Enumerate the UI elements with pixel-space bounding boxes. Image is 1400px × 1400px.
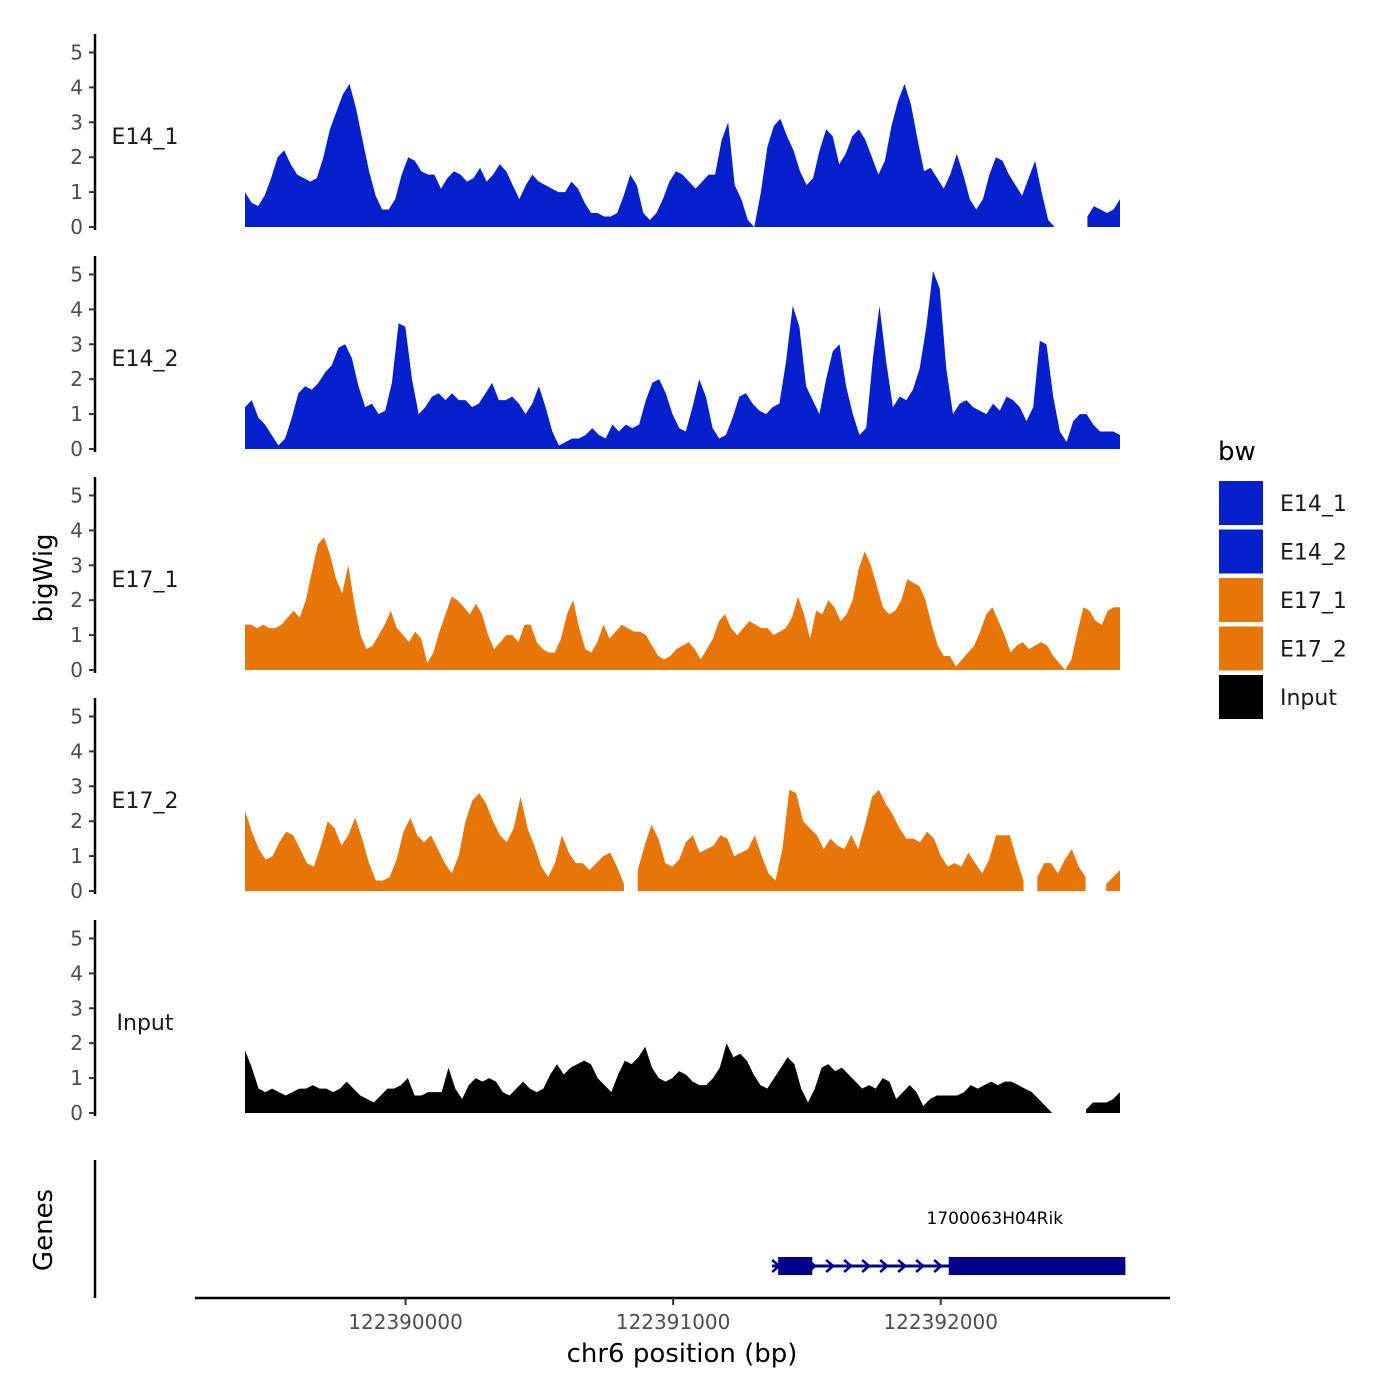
signal-area — [1086, 1092, 1120, 1113]
signal-area — [1037, 849, 1086, 891]
gene-exon — [778, 1257, 813, 1275]
strand-arrow — [843, 1259, 854, 1273]
x-tick-label: 122390000 — [348, 1310, 463, 1334]
legend-label: E14_1 — [1280, 492, 1347, 517]
y-tick-label: 2 — [70, 1031, 83, 1055]
strand-arrow — [861, 1259, 872, 1273]
legend-label: E17_1 — [1280, 589, 1347, 614]
y-tick-label: 0 — [70, 658, 83, 682]
gene-exon — [948, 1257, 1126, 1275]
signal-area — [637, 789, 1024, 891]
y-tick-label: 5 — [70, 704, 83, 728]
y-tick-label: 3 — [70, 996, 83, 1020]
legend-swatch — [1219, 481, 1263, 525]
track-label: E14_2 — [112, 347, 179, 372]
track-label: E17_1 — [112, 568, 179, 593]
x-tick-label: 122391000 — [616, 1310, 731, 1334]
y-axis-title: bigWig — [29, 533, 59, 622]
signal-area — [245, 1043, 1053, 1113]
y-tick-label: 0 — [70, 215, 83, 239]
y-tick-label: 4 — [70, 75, 83, 99]
strand-arrow — [915, 1259, 926, 1273]
x-axis-title: chr6 position (bp) — [567, 1339, 798, 1369]
y-tick-label: 2 — [70, 367, 83, 391]
strand-arrow — [879, 1259, 890, 1273]
y-tick-label: 3 — [70, 332, 83, 356]
y-tick-label: 1 — [70, 1066, 83, 1090]
y-tick-label: 5 — [70, 926, 83, 950]
signal-area — [1087, 199, 1120, 227]
legend-swatch — [1219, 529, 1263, 574]
track-label: E14_1 — [112, 125, 179, 150]
y-tick-label: 3 — [70, 774, 83, 798]
gene-track: 1700063H04Rik — [93, 1160, 1126, 1298]
y-tick-label: 1 — [70, 623, 83, 647]
legend-title: bw — [1218, 437, 1256, 467]
legend-swatch — [1219, 578, 1263, 622]
y-tick-label: 1 — [70, 844, 83, 868]
strand-arrow — [897, 1259, 908, 1273]
y-tick-label: 5 — [70, 262, 83, 286]
x-axis: 122390000 122391000 122392000 — [195, 1296, 1170, 1334]
legend: bw E14_1 E14_2 E17_1 E17_2 Input — [1218, 437, 1347, 719]
legend-label: E17_2 — [1280, 638, 1347, 663]
track-e14-2: 0 1 2 3 4 5 E14_2 — [70, 256, 1120, 461]
y-tick-label: 0 — [70, 879, 83, 903]
strand-arrow — [825, 1259, 836, 1273]
genes-axis-title: Genes — [29, 1189, 59, 1271]
y-tick-label: 2 — [70, 145, 83, 169]
track-label: Input — [117, 1011, 174, 1036]
y-tick-label: 2 — [70, 588, 83, 612]
legend-label: E14_2 — [1280, 541, 1347, 566]
y-tick-label: 4 — [70, 739, 83, 763]
strand-arrow — [933, 1259, 944, 1273]
signal-area — [245, 83, 1055, 228]
y-tick-label: 3 — [70, 110, 83, 134]
track-label: E17_2 — [112, 789, 179, 814]
legend-swatch — [1219, 675, 1263, 719]
y-tick-label: 5 — [70, 40, 83, 64]
y-tick-label: 1 — [70, 402, 83, 426]
signal-area — [245, 271, 1120, 449]
track-e17-1: 0 1 2 3 4 5 E17_1 — [70, 477, 1120, 682]
legend-label: Input — [1280, 686, 1337, 711]
signal-area — [245, 793, 624, 891]
track-input: 0 1 2 3 4 5 Input — [70, 920, 1120, 1125]
y-tick-label: 1 — [70, 180, 83, 204]
x-tick-label: 122392000 — [883, 1310, 998, 1334]
signal-area — [1106, 870, 1120, 891]
y-tick-label: 4 — [70, 518, 83, 542]
legend-swatch — [1219, 626, 1263, 671]
track-e17-2: 0 1 2 3 4 5 E17_2 — [70, 698, 1120, 903]
y-tick-label: 5 — [70, 483, 83, 507]
gene-name-label: 1700063H04Rik — [927, 1209, 1064, 1229]
bigwig-tracks: 0 1 2 3 4 5 E14_1 0 1 2 3 4 5 E14_2 0 1 2 3 4 5 E17_1 0 1 2 3 4 5 E… — [70, 34, 1120, 1125]
track-e14-1: 0 1 2 3 4 5 E14_1 — [70, 34, 1120, 239]
y-tick-label: 0 — [70, 1101, 83, 1125]
y-tick-label: 4 — [70, 297, 83, 321]
y-tick-label: 2 — [70, 809, 83, 833]
y-tick-label: 3 — [70, 553, 83, 577]
y-tick-label: 4 — [70, 961, 83, 985]
signal-area — [245, 537, 1120, 670]
y-tick-label: 0 — [70, 437, 83, 461]
